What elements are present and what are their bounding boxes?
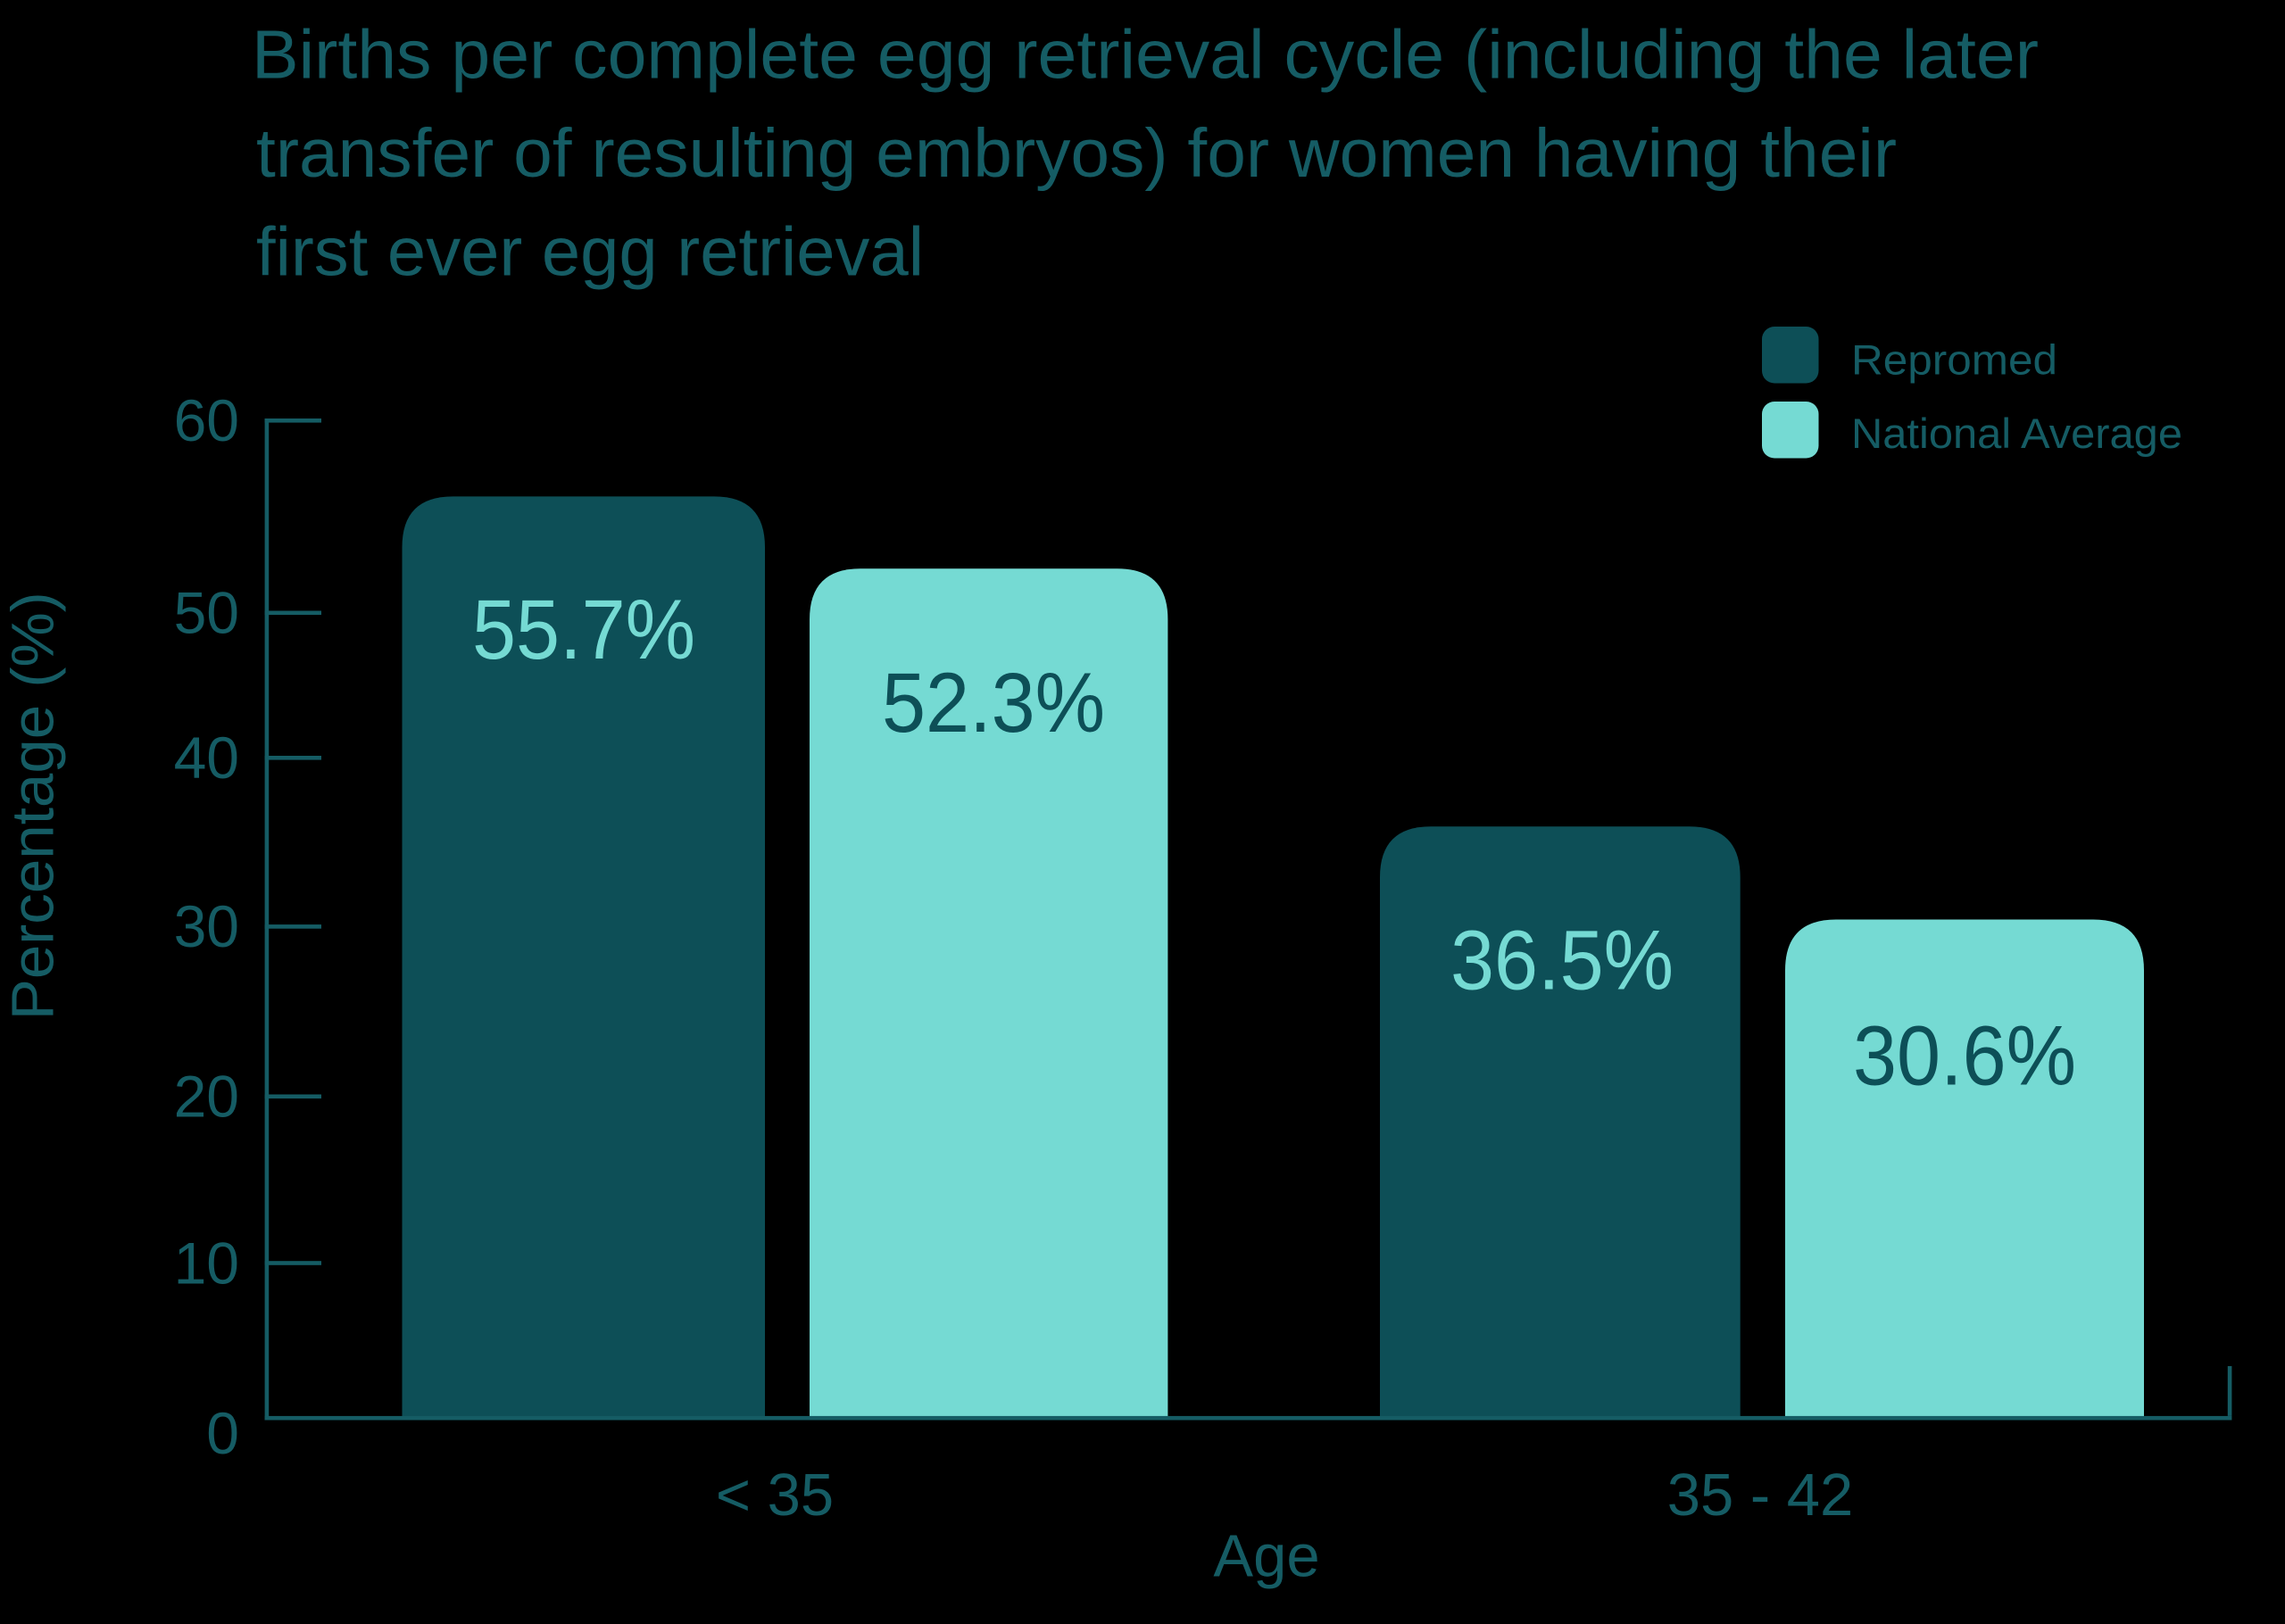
svg-text:National Average: National Average [1851,410,2182,457]
svg-text:Repromed: Repromed [1851,336,2057,384]
svg-text:55.7%: 55.7% [472,583,695,677]
svg-text:60: 60 [174,387,239,453]
svg-text:52.3%: 52.3% [882,656,1105,750]
svg-text:transfer of resulting embryos): transfer of resulting embryos) for women… [256,115,1897,192]
svg-text:10: 10 [174,1230,239,1297]
svg-text:30: 30 [174,893,239,959]
svg-text:< 35: < 35 [716,1462,834,1529]
svg-text:30.6%: 30.6% [1853,1009,2076,1104]
svg-text:50: 50 [174,580,239,646]
svg-text:first ever egg retrieval: first ever egg retrieval [256,213,924,290]
svg-text:40: 40 [174,725,239,791]
svg-text:20: 20 [174,1064,239,1130]
svg-text:Percentage (%): Percentage (%) [0,592,66,1020]
svg-text:Births per complete egg retrie: Births per complete egg retrieval cycle … [252,16,2039,93]
svg-text:0: 0 [206,1400,239,1466]
svg-text:Age: Age [1213,1523,1319,1590]
svg-text:36.5%: 36.5% [1450,914,1674,1008]
svg-text:35 - 42: 35 - 42 [1667,1462,1854,1529]
